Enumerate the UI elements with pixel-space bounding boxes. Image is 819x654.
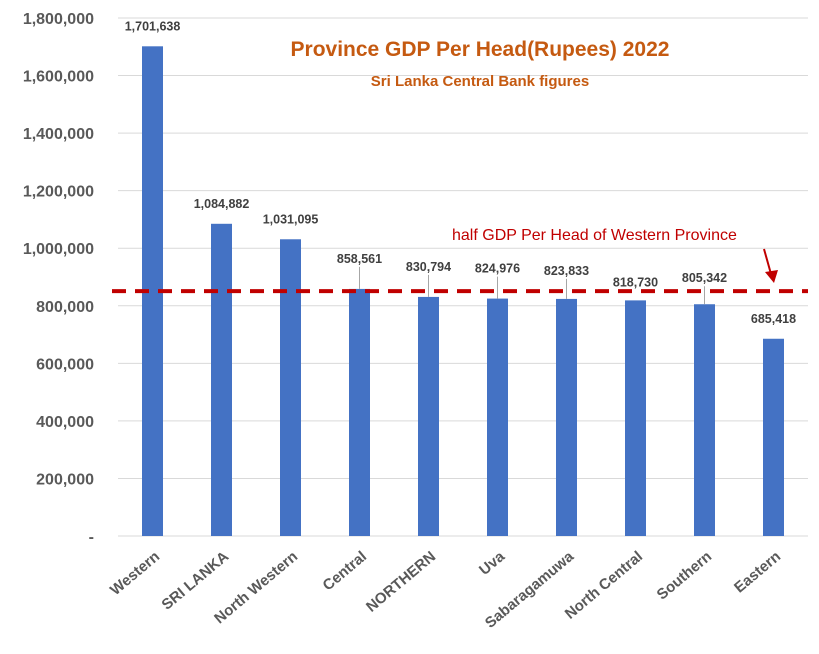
y-tick-label: 800,000 (36, 299, 94, 316)
reference-line-label: half GDP Per Head of Western Province (452, 227, 737, 244)
data-label: 830,794 (406, 260, 451, 274)
chart-subtitle: Sri Lanka Central Bank figures (371, 73, 589, 90)
y-tick-label: 1,800,000 (23, 11, 94, 28)
y-axis-ticks: - 200,000 400,000 600,000 800,000 1,000,000 1,… (23, 11, 94, 546)
data-label: 1,084,882 (194, 197, 250, 211)
bars (142, 46, 784, 536)
y-tick-label: 400,000 (36, 414, 94, 431)
x-tick-label: SRI LANKA (159, 548, 233, 614)
y-tick-label: 1,000,000 (23, 241, 94, 258)
bar (211, 223, 232, 536)
y-tick-label: 1,600,000 (23, 69, 94, 86)
data-label-leaders (359, 266, 705, 305)
chart-title: Province GDP Per Head(Rupees) 2022 (291, 38, 670, 61)
data-label: 823,833 (544, 264, 589, 278)
data-label: 1,701,638 (125, 19, 181, 33)
gridlines (118, 17, 808, 479)
data-label: 818,730 (613, 275, 658, 289)
bar (142, 46, 163, 536)
x-tick-label: NORTHERN (363, 548, 439, 616)
data-label: 1,031,095 (263, 212, 319, 226)
arrow-head (765, 270, 778, 283)
bar (280, 239, 301, 536)
data-labels: 1,701,638 1,084,882 1,031,095 858,561 830,79… (125, 19, 796, 325)
y-tick-label: - (89, 529, 94, 546)
arrow-shaft (763, 248, 772, 275)
bar (418, 296, 439, 536)
bar (625, 300, 646, 536)
data-label: 805,342 (682, 271, 727, 285)
data-label: 858,561 (337, 252, 382, 266)
x-tick-label: Western (107, 548, 163, 599)
y-tick-label: 200,000 (36, 471, 94, 488)
reference-arrow (763, 248, 778, 283)
y-tick-label: 1,400,000 (23, 126, 94, 143)
bar (349, 288, 370, 536)
bar (763, 338, 784, 536)
bar (694, 304, 715, 536)
x-tick-label: Eastern (731, 548, 784, 596)
x-tick-label: Southern (654, 548, 715, 603)
y-tick-label: 1,200,000 (23, 184, 94, 201)
bar (487, 298, 508, 536)
y-tick-label: 600,000 (36, 356, 94, 373)
data-label: 685,418 (751, 312, 796, 326)
x-tick-label: Central (320, 548, 371, 594)
bar (556, 298, 577, 536)
x-tick-label: Uva (476, 548, 509, 579)
data-label: 824,976 (475, 262, 520, 276)
